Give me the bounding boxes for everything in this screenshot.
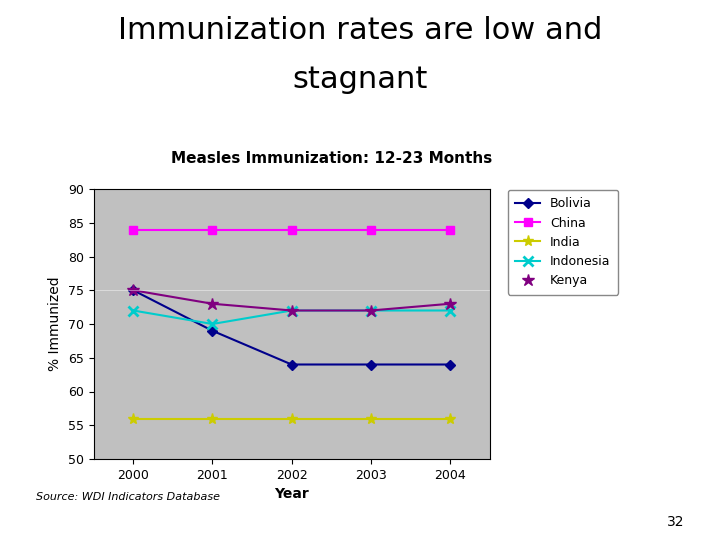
Legend: Bolivia, China, India, Indonesia, Kenya: Bolivia, China, India, Indonesia, Kenya: [508, 190, 618, 295]
Text: stagnant: stagnant: [292, 65, 428, 94]
Text: Measles Immunization: 12-23 Months: Measles Immunization: 12-23 Months: [171, 151, 492, 166]
Text: Immunization rates are low and: Immunization rates are low and: [118, 16, 602, 45]
Text: Source: WDI Indicators Database: Source: WDI Indicators Database: [36, 492, 220, 502]
Y-axis label: % Immunized: % Immunized: [48, 276, 63, 372]
Text: 32: 32: [667, 515, 684, 529]
X-axis label: Year: Year: [274, 487, 309, 501]
